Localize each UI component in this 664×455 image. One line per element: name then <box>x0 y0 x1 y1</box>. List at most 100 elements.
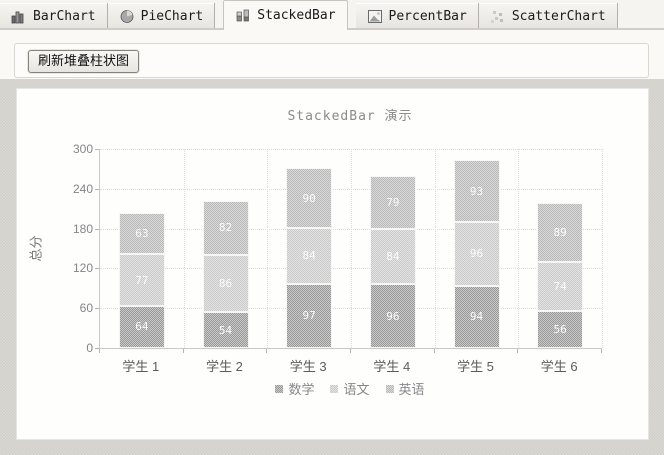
bar-segment: 79 <box>369 176 416 229</box>
tab-barchart[interactable]: BarChart <box>0 3 108 30</box>
bar-value-label: 94 <box>469 310 484 324</box>
gridline-vertical <box>267 149 269 348</box>
bar-value-label: 63 <box>135 227 149 241</box>
tab-bar: BarChart PieChart StackedBar PercentBar <box>0 0 664 30</box>
y-tick-mark <box>95 188 99 190</box>
legend-swatch <box>275 384 284 393</box>
bar-segment: 96 <box>453 221 500 286</box>
toolbar-panel: 刷新堆叠柱状图 <box>14 43 649 78</box>
bar-chart-icon <box>11 11 24 24</box>
chart-legend: 数学 语文 英语 <box>99 379 601 398</box>
legend-item: 英语 <box>385 379 425 398</box>
legend-item: 语文 <box>330 379 370 398</box>
bar-segment: 77 <box>118 254 165 306</box>
y-tick-mark <box>95 149 99 150</box>
tab-label: ScatterChart <box>511 9 606 24</box>
legend-swatch <box>330 384 339 393</box>
x-axis-label: 学生 1 <box>122 359 160 374</box>
bar-value-label: 90 <box>302 191 316 205</box>
plot-area: 63 77 64 82 86 54 90 84 97 79 84 96 93 96 94 89 74 56 <box>99 149 603 349</box>
bar-segment: 89 <box>537 202 584 262</box>
bar-stack: 82 86 54 <box>202 200 249 348</box>
legend-label: 数学 <box>288 382 315 397</box>
bar-segment: 63 <box>118 212 165 255</box>
bar-stack: 90 84 97 <box>286 168 333 348</box>
legend-item: 数学 <box>275 379 314 398</box>
x-axis-label: 学生 3 <box>289 359 327 374</box>
tab-label: PieChart <box>140 9 204 24</box>
legend-swatch <box>385 384 394 393</box>
scatter-chart-icon <box>490 11 503 23</box>
x-tick-mark <box>433 349 435 353</box>
refresh-stacked-chart-button[interactable]: 刷新堆叠柱状图 <box>28 50 140 73</box>
tab-percentbar[interactable]: PercentBar <box>355 3 479 30</box>
y-tick-label: 300 <box>72 142 93 156</box>
bar-value-label: 54 <box>218 323 233 337</box>
bar-segment: 54 <box>202 312 249 348</box>
bar-value-label: 86 <box>218 277 233 291</box>
legend-label: 语文 <box>343 382 370 397</box>
chart-panel: StackedBar 演示 总分 63 77 64 82 86 54 90 84 97 79 84 9… <box>16 88 649 440</box>
x-tick-mark <box>266 349 268 353</box>
bar-value-label: 89 <box>553 225 567 239</box>
bar-segment: 84 <box>286 227 333 284</box>
bar-value-label: 97 <box>302 309 316 323</box>
tab-scatterchart[interactable]: ScatterChart <box>478 3 618 30</box>
legend-label: 英语 <box>398 382 425 397</box>
y-tick-label: 120 <box>72 261 93 276</box>
gridline-vertical <box>183 149 185 348</box>
bar-segment: 94 <box>453 285 500 348</box>
bar-value-label: 74 <box>553 279 567 293</box>
y-axis-title: 总分 <box>28 235 44 262</box>
gridline-vertical <box>602 149 603 348</box>
gridline-vertical <box>518 149 520 348</box>
bar-stack: 79 84 96 <box>369 176 416 348</box>
bar-value-label: 96 <box>386 309 400 323</box>
bar-segment: 64 <box>118 305 165 348</box>
y-tick-mark <box>95 268 99 270</box>
tab-label: StackedBar <box>257 8 336 23</box>
bar-segment: 84 <box>369 228 416 285</box>
y-tick-mark <box>95 348 99 349</box>
bar-stack: 89 74 56 <box>537 202 584 348</box>
bar-segment: 97 <box>286 283 333 348</box>
tab-label: BarChart <box>33 9 96 24</box>
bar-segment: 90 <box>286 168 333 228</box>
gridline-vertical <box>351 149 352 348</box>
x-axis-label: 学生 5 <box>457 359 494 374</box>
x-tick-mark <box>182 349 184 353</box>
x-tick-mark <box>601 349 602 353</box>
x-tick-mark <box>99 349 100 353</box>
chart-title: StackedBar 演示 <box>287 109 413 124</box>
bar-value-label: 84 <box>386 249 400 263</box>
bar-value-label: 56 <box>553 322 567 336</box>
bar-stack: 63 77 64 <box>118 212 165 348</box>
bar-stack: 93 96 94 <box>453 160 500 348</box>
bar-segment: 82 <box>202 200 249 256</box>
bar-value-label: 84 <box>302 249 316 263</box>
bar-value-label: 96 <box>469 247 484 261</box>
y-tick-mark <box>95 228 99 230</box>
content-background: StackedBar 演示 总分 63 77 64 82 86 54 90 84 97 79 84 9… <box>0 79 664 455</box>
x-tick-mark <box>350 349 351 353</box>
bar-segment: 86 <box>202 255 249 313</box>
tab-stackedbar[interactable]: StackedBar <box>223 0 348 30</box>
y-tick-label: 0 <box>86 341 93 355</box>
bar-value-label: 79 <box>386 195 400 209</box>
bar-value-label: 64 <box>135 320 149 334</box>
bar-value-label: 82 <box>218 221 233 235</box>
gridline-vertical <box>434 149 436 348</box>
y-tick-label: 60 <box>79 301 93 316</box>
bar-segment: 93 <box>453 160 500 222</box>
tab-piechart[interactable]: PieChart <box>107 3 216 30</box>
bar-segment: 96 <box>369 284 416 348</box>
x-axis-label: 学生 4 <box>373 359 411 374</box>
y-tick-mark <box>95 308 99 310</box>
y-tick-label: 180 <box>72 221 93 236</box>
x-axis-label: 学生 2 <box>206 359 243 374</box>
bar-segment: 56 <box>537 310 584 348</box>
x-axis-label: 学生 6 <box>540 359 578 374</box>
bar-value-label: 77 <box>135 273 149 287</box>
bar-segment: 74 <box>537 261 584 311</box>
tab-label: PercentBar <box>388 9 467 24</box>
